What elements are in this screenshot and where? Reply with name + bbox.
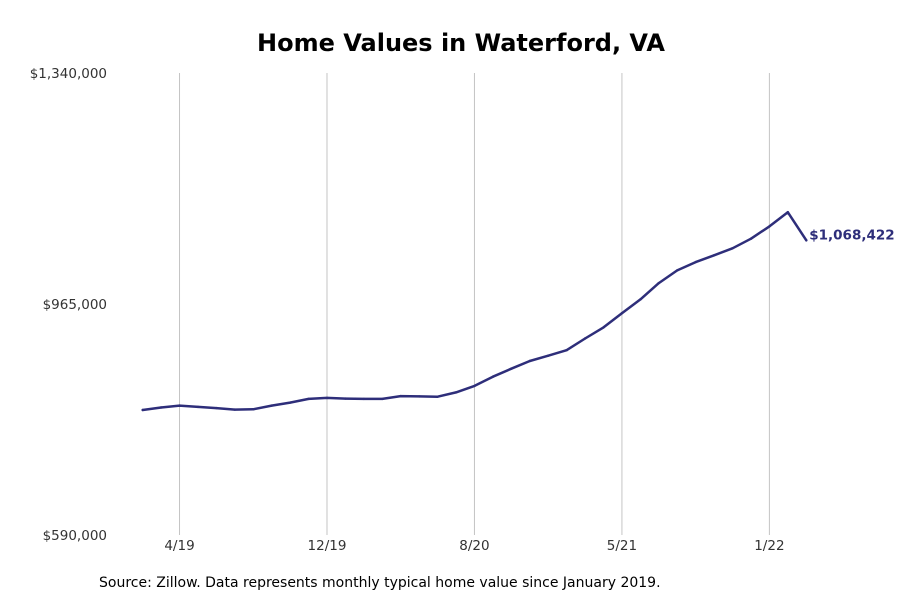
end-value-label: $1,068,422 bbox=[809, 227, 894, 243]
data-point bbox=[233, 408, 236, 411]
data-point bbox=[657, 281, 660, 285]
x-tick-label: 4/19 bbox=[164, 538, 194, 554]
data-point bbox=[602, 326, 605, 329]
data-point bbox=[768, 225, 771, 228]
data-point bbox=[786, 211, 789, 214]
grid-lines bbox=[179, 73, 770, 535]
y-tick-label: $590,000 bbox=[43, 528, 107, 544]
data-point bbox=[362, 397, 366, 401]
data-point bbox=[565, 349, 568, 352]
x-tick-label: 5/21 bbox=[607, 538, 637, 554]
data-point bbox=[676, 269, 679, 272]
data-point bbox=[270, 404, 273, 407]
data-point bbox=[749, 237, 753, 240]
source-note: Source: Zillow. Data represents monthly … bbox=[99, 575, 661, 591]
data-point bbox=[454, 391, 458, 394]
data-point bbox=[805, 239, 808, 242]
data-point bbox=[436, 395, 439, 398]
x-tick-label: 1/22 bbox=[754, 538, 784, 554]
series-layer bbox=[141, 210, 808, 412]
y-tick-label: $1,340,000 bbox=[30, 66, 107, 82]
data-point bbox=[473, 384, 476, 388]
data-point bbox=[510, 367, 513, 370]
data-point bbox=[639, 298, 642, 301]
data-point bbox=[344, 397, 347, 400]
data-point bbox=[196, 405, 200, 409]
x-axis-ticks: 4/19 12/19 8/20 5/21 1/22 bbox=[164, 538, 784, 554]
data-point bbox=[141, 408, 144, 412]
data-point bbox=[215, 406, 218, 410]
data-point bbox=[491, 375, 495, 378]
data-point bbox=[528, 359, 531, 363]
data-point bbox=[418, 395, 421, 398]
y-tick-label: $965,000 bbox=[43, 297, 107, 313]
data-point bbox=[325, 396, 329, 400]
chart-title: Home Values in Waterford, VA bbox=[257, 29, 665, 57]
data-point bbox=[731, 247, 734, 250]
data-point bbox=[620, 312, 624, 315]
y-axis-ticks: $590,000 $965,000 $1,340,000 bbox=[30, 66, 107, 544]
x-tick-label: 8/20 bbox=[459, 538, 489, 554]
data-point bbox=[178, 404, 181, 407]
data-point bbox=[381, 397, 384, 401]
data-point bbox=[694, 260, 697, 264]
data-point bbox=[712, 254, 716, 257]
data-point bbox=[288, 401, 292, 404]
data-point bbox=[547, 354, 550, 357]
data-point bbox=[399, 394, 402, 398]
data-point bbox=[307, 397, 310, 401]
data-point bbox=[252, 408, 255, 411]
data-point bbox=[159, 406, 163, 409]
data-point bbox=[583, 337, 587, 340]
x-tick-label: 12/19 bbox=[308, 538, 347, 554]
